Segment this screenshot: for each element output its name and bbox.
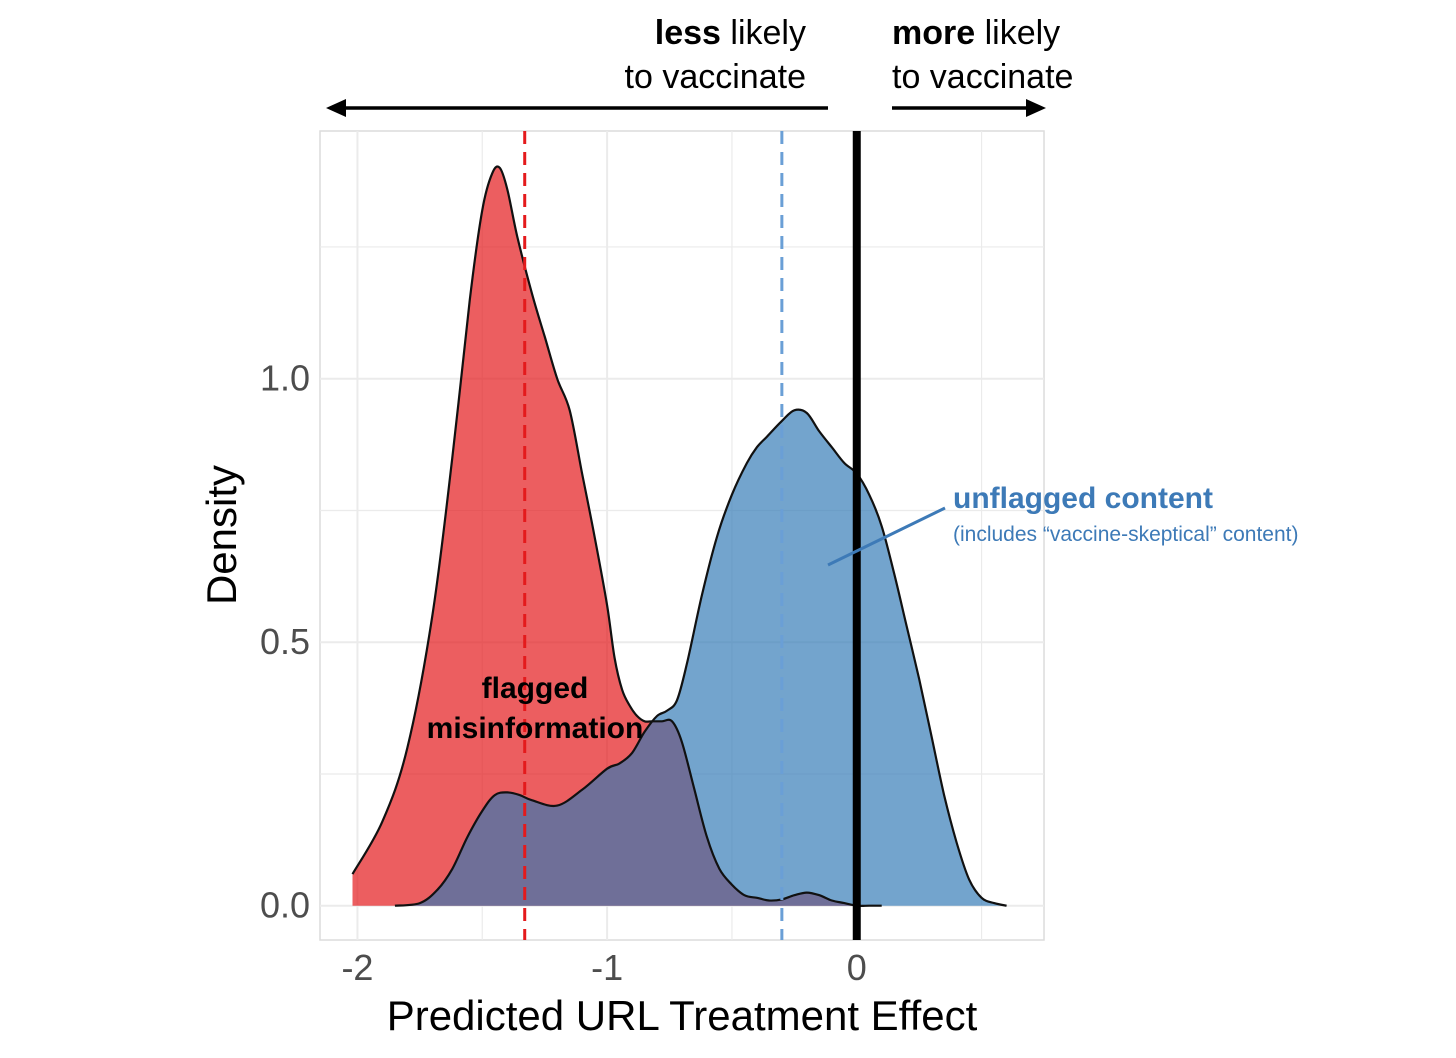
unflagged-label-subtitle: (includes “vaccine-skeptical” content) [953, 523, 1298, 546]
more-likely-line2: to vaccinate [892, 58, 1073, 96]
more-likely-line1: more likely [892, 14, 1060, 52]
more-bold-word: more [892, 14, 975, 52]
y-tick-label: 1.0 [260, 358, 310, 399]
series-unflagged-outline [394, 408, 1007, 907]
unflagged-label-title: unflagged content [953, 482, 1213, 515]
flagged-label-line1: flagged [482, 672, 589, 705]
y-tick-label: 0.0 [260, 885, 310, 926]
x-tick-label: -1 [591, 947, 623, 988]
less-likely-line2: to vaccinate [625, 58, 806, 96]
less-bold-word: less [655, 14, 721, 52]
x-tick-label: -2 [341, 947, 373, 988]
less-likely-line1: less likely [655, 14, 806, 52]
unflagged-pointer-line [827, 506, 946, 567]
series-flagged-outline [351, 165, 882, 908]
right-arrow [892, 99, 1046, 117]
x-tick-label: 0 [847, 947, 867, 988]
y-tick-labels: 0.0 0.5 1.0 [260, 358, 310, 926]
flagged-label-line2: misinformation [427, 712, 644, 745]
less-rest-word: likely [721, 14, 806, 52]
more-rest-word: likely [975, 14, 1060, 52]
x-tick-labels: -2 -1 0 [341, 947, 866, 988]
x-axis-title: Predicted URL Treatment Effect [387, 992, 978, 1039]
left-arrow [326, 99, 828, 117]
y-tick-label: 0.5 [260, 621, 310, 662]
series-flagged-area [352, 166, 882, 906]
y-axis-title: Density [198, 465, 245, 605]
